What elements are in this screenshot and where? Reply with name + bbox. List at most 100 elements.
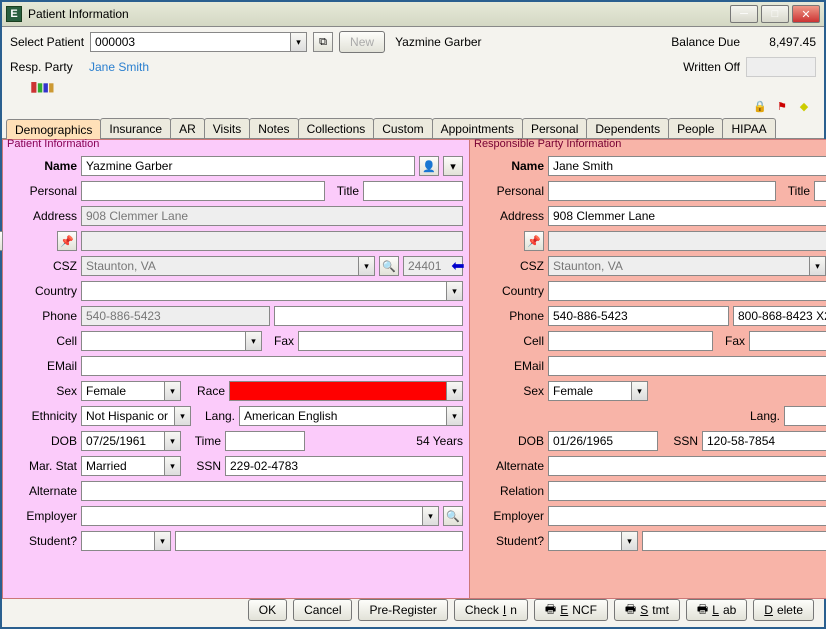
address-pin-icon[interactable]: 📌 xyxy=(57,231,77,251)
lock-icon[interactable]: 🔒 xyxy=(750,96,770,116)
tab-hipaa[interactable]: HIPAA xyxy=(722,118,775,138)
tab-ar[interactable]: AR xyxy=(170,118,205,138)
patient-id-combo[interactable]: ▾ xyxy=(90,32,307,52)
diamond-icon[interactable]: ◆ xyxy=(794,96,814,116)
patient-legend: Patient Information xyxy=(7,138,99,150)
resp-employer-input[interactable] xyxy=(548,506,826,526)
employer-dropdown-icon[interactable]: ▾ xyxy=(422,506,439,526)
title-input[interactable] xyxy=(363,181,463,201)
resp-fax-input[interactable] xyxy=(749,331,826,351)
tab-notes[interactable]: Notes xyxy=(249,118,298,138)
mar-input[interactable] xyxy=(81,456,164,476)
resp-address-label: Address xyxy=(476,209,544,223)
resp-party-link[interactable]: Jane Smith xyxy=(89,60,149,74)
link-unlink-icon[interactable]: ⧉ xyxy=(313,32,333,52)
tab-custom[interactable]: Custom xyxy=(373,118,432,138)
employer-search-icon[interactable]: 🔍 xyxy=(443,506,463,526)
maximize-button[interactable]: □ xyxy=(761,5,789,23)
student-input[interactable] xyxy=(81,531,154,551)
pre-register-button[interactable]: Pre-Register xyxy=(358,599,447,621)
resp-sex-dropdown-icon[interactable]: ▾ xyxy=(631,381,648,401)
resp-email-input[interactable] xyxy=(548,356,826,376)
name-dropdown-icon[interactable]: ▾ xyxy=(443,156,463,176)
lang-input[interactable] xyxy=(239,406,446,426)
resp-phone-input[interactable] xyxy=(548,306,729,326)
cell-input[interactable] xyxy=(81,331,245,351)
patient-name-input[interactable] xyxy=(81,156,415,176)
student-dropdown-icon[interactable]: ▾ xyxy=(154,531,171,551)
patient-id-input[interactable] xyxy=(90,32,290,52)
resp-name-label: Name xyxy=(476,159,544,173)
resp-lang-input[interactable] xyxy=(784,406,826,426)
fax-input[interactable] xyxy=(298,331,463,351)
employer-input[interactable] xyxy=(81,506,422,526)
close-button[interactable]: ✕ xyxy=(792,5,820,23)
resp-alt-input[interactable] xyxy=(548,456,826,476)
resp-title-input[interactable] xyxy=(814,181,826,201)
minimize-button[interactable]: ─ xyxy=(730,5,758,23)
tab-visits[interactable]: Visits xyxy=(204,118,250,138)
check-in-button[interactable]: Check In xyxy=(454,599,528,621)
student-text-input[interactable] xyxy=(175,531,463,551)
stmt-button[interactable]: 🖶 Stmt xyxy=(614,599,680,621)
resp-student-input[interactable] xyxy=(548,531,621,551)
ok-button[interactable]: OK xyxy=(248,599,287,621)
chevron-down-icon[interactable]: ▾ xyxy=(290,32,307,52)
address-card-icon[interactable]: ▭ xyxy=(0,231,3,251)
tab-personal[interactable]: Personal xyxy=(522,118,587,138)
cell-dropdown-icon[interactable]: ▾ xyxy=(245,331,262,351)
race-dropdown-icon[interactable]: ▾ xyxy=(446,381,463,401)
resp-relation-input[interactable] xyxy=(548,481,826,501)
lab-button[interactable]: 🖶 Lab xyxy=(686,599,747,621)
tab-dependents[interactable]: Dependents xyxy=(586,118,669,138)
resp-dob-input[interactable] xyxy=(548,431,658,451)
cancel-button[interactable]: Cancel xyxy=(293,599,352,621)
ethnicity-input[interactable] xyxy=(81,406,174,426)
resp-student-text-input[interactable] xyxy=(642,531,826,551)
alt-input[interactable] xyxy=(81,481,463,501)
resp-city-dropdown-icon[interactable]: ▾ xyxy=(809,256,826,276)
sex-dropdown-icon[interactable]: ▾ xyxy=(164,381,181,401)
csz-search-icon[interactable]: 🔍 xyxy=(379,256,399,276)
resp-cell-label: Cell xyxy=(476,334,544,348)
resp-phone2-input[interactable] xyxy=(733,306,826,326)
csz-label: CSZ xyxy=(9,259,77,273)
resp-country-input[interactable] xyxy=(548,281,826,301)
resp-address1-input[interactable] xyxy=(548,206,826,226)
resp-ssn-input[interactable] xyxy=(702,431,826,451)
dob-calendar-icon[interactable]: ▾ xyxy=(164,431,181,451)
resp-name-input[interactable] xyxy=(548,156,826,176)
country-dropdown-icon[interactable]: ▾ xyxy=(446,281,463,301)
phone2-input[interactable] xyxy=(274,306,463,326)
name-card-icon[interactable]: 👤 xyxy=(419,156,439,176)
email-input[interactable] xyxy=(81,356,463,376)
tab-people[interactable]: People xyxy=(668,118,723,138)
city-dropdown-icon[interactable]: ▾ xyxy=(358,256,375,276)
new-button[interactable]: New xyxy=(339,31,385,53)
flag-icon[interactable]: ⚑ xyxy=(772,96,792,116)
delete-button[interactable]: Delete xyxy=(753,599,814,621)
resp-sex-input[interactable] xyxy=(548,381,631,401)
ssn-input[interactable] xyxy=(225,456,463,476)
resp-cell-input[interactable] xyxy=(548,331,713,351)
mar-dropdown-icon[interactable]: ▾ xyxy=(164,456,181,476)
resp-address-pin-icon[interactable]: 📌 xyxy=(524,231,544,251)
tab-appointments[interactable]: Appointments xyxy=(432,118,523,138)
race-input[interactable] xyxy=(229,381,446,401)
sex-input[interactable] xyxy=(81,381,164,401)
printer-icon: 🖶 xyxy=(545,600,556,621)
time-input[interactable] xyxy=(225,431,305,451)
encf-button[interactable]: 🖶 ENCF xyxy=(534,599,608,621)
copy-left-arrow-icon[interactable]: ⬅ xyxy=(448,256,468,276)
country-input[interactable] xyxy=(81,281,446,301)
resp-personal-input[interactable] xyxy=(548,181,776,201)
tab-insurance[interactable]: Insurance xyxy=(100,118,171,138)
ethnicity-dropdown-icon[interactable]: ▾ xyxy=(174,406,191,426)
dob-input[interactable] xyxy=(81,431,164,451)
resp-student-dropdown-icon[interactable]: ▾ xyxy=(621,531,638,551)
tab-demographics[interactable]: Demographics xyxy=(6,119,101,139)
personal-input[interactable] xyxy=(81,181,325,201)
lang-dropdown-icon[interactable]: ▾ xyxy=(446,406,463,426)
tab-collections[interactable]: Collections xyxy=(298,118,375,138)
resp-fax-label: Fax xyxy=(717,334,745,348)
